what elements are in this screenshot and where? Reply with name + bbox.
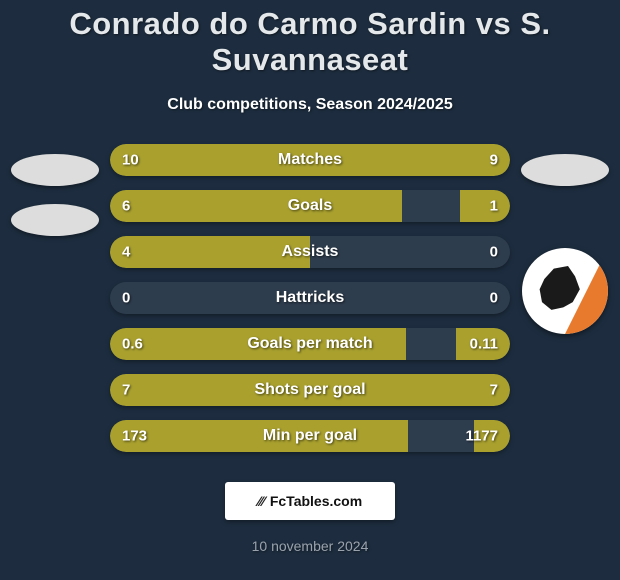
subtitle: Club competitions, Season 2024/2025: [0, 96, 620, 114]
stat-bars: 10Matches96Goals14Assists00Hattricks00.6…: [110, 144, 510, 466]
stat-row: 4Assists0: [110, 236, 510, 268]
stat-label: Matches: [110, 151, 510, 169]
footer-date: 10 november 2024: [0, 538, 620, 554]
right-player-badges: [510, 144, 620, 334]
source-logo-box: ⁄⁄⁄ FcTables.com: [225, 482, 395, 520]
stat-row: 0Hattricks0: [110, 282, 510, 314]
comparison-infographic: Conrado do Carmo Sardin vs S. Suvannasea…: [0, 0, 620, 580]
country-flag-icon: [11, 154, 99, 186]
stat-value-right: 7: [490, 382, 498, 399]
stat-label: Min per goal: [110, 427, 510, 445]
stat-row: 173Min per goal1177: [110, 420, 510, 452]
country-flag-icon: [521, 154, 609, 186]
club-badge-icon: [11, 204, 99, 236]
stat-value-right: 0: [490, 244, 498, 261]
stat-row: 6Goals1: [110, 190, 510, 222]
stat-value-right: 1177: [465, 428, 498, 445]
left-player-badges: [0, 144, 110, 236]
chart-icon: ⁄⁄⁄: [258, 493, 265, 509]
stat-row: 0.6Goals per match0.11: [110, 328, 510, 360]
stat-label: Hattricks: [110, 289, 510, 307]
stat-value-right: 0.11: [470, 336, 498, 353]
source-logo-text: FcTables.com: [270, 493, 362, 509]
club-badge-icon: [522, 248, 608, 334]
stat-label: Shots per goal: [110, 381, 510, 399]
page-title: Conrado do Carmo Sardin vs S. Suvannasea…: [0, 0, 620, 78]
chart-area: 10Matches96Goals14Assists00Hattricks00.6…: [0, 144, 620, 464]
stat-value-right: 1: [490, 198, 498, 215]
stat-value-right: 0: [490, 290, 498, 307]
stat-label: Goals per match: [110, 335, 510, 353]
stat-row: 7Shots per goal7: [110, 374, 510, 406]
stat-label: Assists: [110, 243, 510, 261]
stat-value-right: 9: [490, 152, 498, 169]
stat-label: Goals: [110, 197, 510, 215]
stat-row: 10Matches9: [110, 144, 510, 176]
